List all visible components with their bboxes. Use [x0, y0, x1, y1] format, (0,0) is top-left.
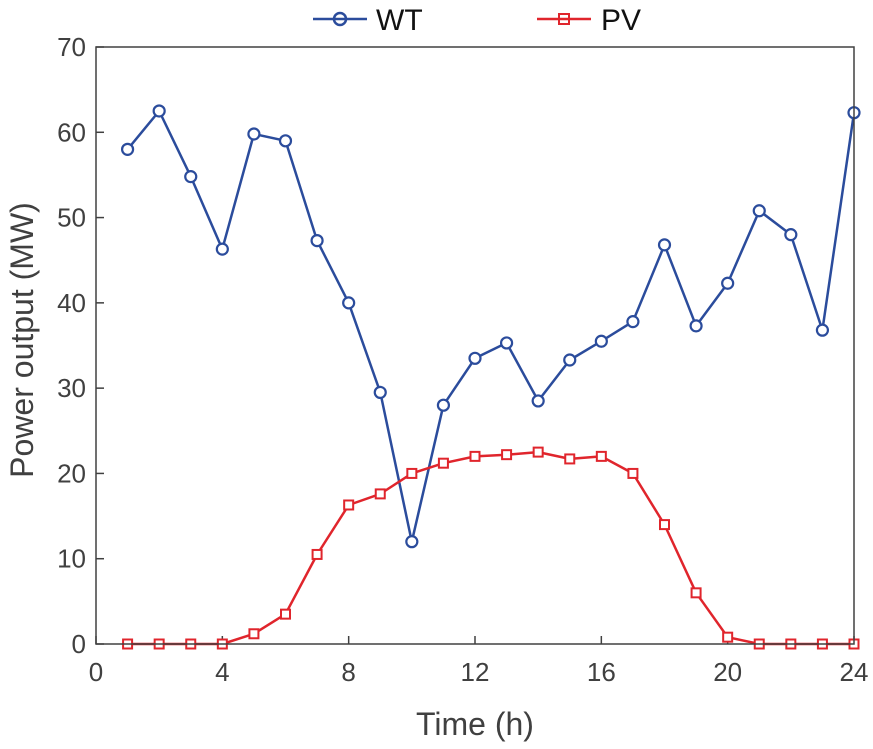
wt-point	[531, 394, 545, 408]
wt-point	[468, 351, 482, 365]
y-axis-label: Power output (MW)	[4, 202, 40, 478]
pv-point	[248, 628, 260, 640]
series-layer	[120, 104, 861, 650]
pv-point	[595, 450, 607, 462]
x-tick-label: 0	[89, 657, 103, 687]
pv-point	[501, 449, 513, 461]
wt-point	[626, 315, 640, 329]
pv-point	[690, 587, 702, 599]
pv-point	[374, 488, 386, 500]
axis-ticks: 0 4 8 12 16 20 24 0 10 20 30 40 50 60 70	[57, 32, 868, 687]
series-wt	[120, 104, 861, 549]
wt-point	[752, 204, 766, 218]
wt-point	[499, 336, 514, 350]
x-tick-label: 24	[840, 657, 869, 687]
legend-item-pv: PV	[537, 4, 641, 37]
wt-point	[278, 134, 293, 148]
pv-point	[659, 519, 670, 531]
series-pv	[122, 446, 860, 650]
x-tick-label: 4	[215, 657, 229, 687]
y-tick-label: 60	[57, 117, 86, 147]
pv-point	[532, 446, 544, 458]
plot-frame	[95, 46, 855, 645]
series-wt-line	[126, 109, 856, 543]
y-tick-label: 30	[57, 373, 86, 403]
wt-point	[152, 104, 166, 118]
y-tick-label: 10	[57, 544, 86, 574]
legend: WT PV	[313, 4, 641, 37]
x-tick-label: 8	[341, 657, 355, 687]
legend-pv-marker	[558, 13, 570, 25]
wt-point	[784, 228, 798, 242]
pv-point	[564, 453, 576, 465]
y-tick-label: 70	[57, 32, 86, 62]
pv-point	[469, 450, 481, 462]
wt-point	[310, 233, 324, 248]
wt-point	[689, 319, 703, 333]
wt-point	[721, 276, 735, 290]
legend-wt-label: WT	[376, 4, 423, 37]
wt-point	[563, 353, 577, 367]
y-tick-label: 20	[57, 458, 86, 488]
x-axis-label: Time (h)	[416, 706, 534, 742]
legend-wt-marker	[332, 11, 348, 27]
series-pv-line	[127, 450, 854, 646]
wt-point	[373, 385, 387, 400]
y-tick-label: 40	[57, 288, 86, 318]
wt-point	[120, 142, 135, 156]
x-tick-label: 12	[461, 657, 490, 687]
pv-point	[343, 499, 355, 511]
pv-point	[722, 631, 734, 643]
legend-item-wt: WT	[313, 4, 423, 37]
wt-point	[184, 170, 198, 184]
x-tick-label: 16	[587, 657, 616, 687]
wt-point	[436, 398, 451, 412]
y-tick-label: 50	[57, 203, 86, 233]
wt-point	[247, 127, 261, 141]
wt-point	[657, 238, 672, 252]
legend-pv-label: PV	[601, 4, 641, 37]
wt-point	[405, 535, 419, 549]
pv-point	[406, 467, 418, 479]
wt-point	[815, 323, 830, 337]
pv-point	[311, 548, 323, 560]
y-tick-label: 0	[72, 629, 86, 659]
wt-point	[342, 296, 356, 310]
pv-point	[437, 457, 449, 469]
wt-point	[594, 334, 608, 348]
pv-point	[280, 608, 291, 620]
pv-point	[627, 467, 639, 479]
x-tick-label: 20	[713, 657, 742, 687]
wt-point	[215, 242, 229, 256]
